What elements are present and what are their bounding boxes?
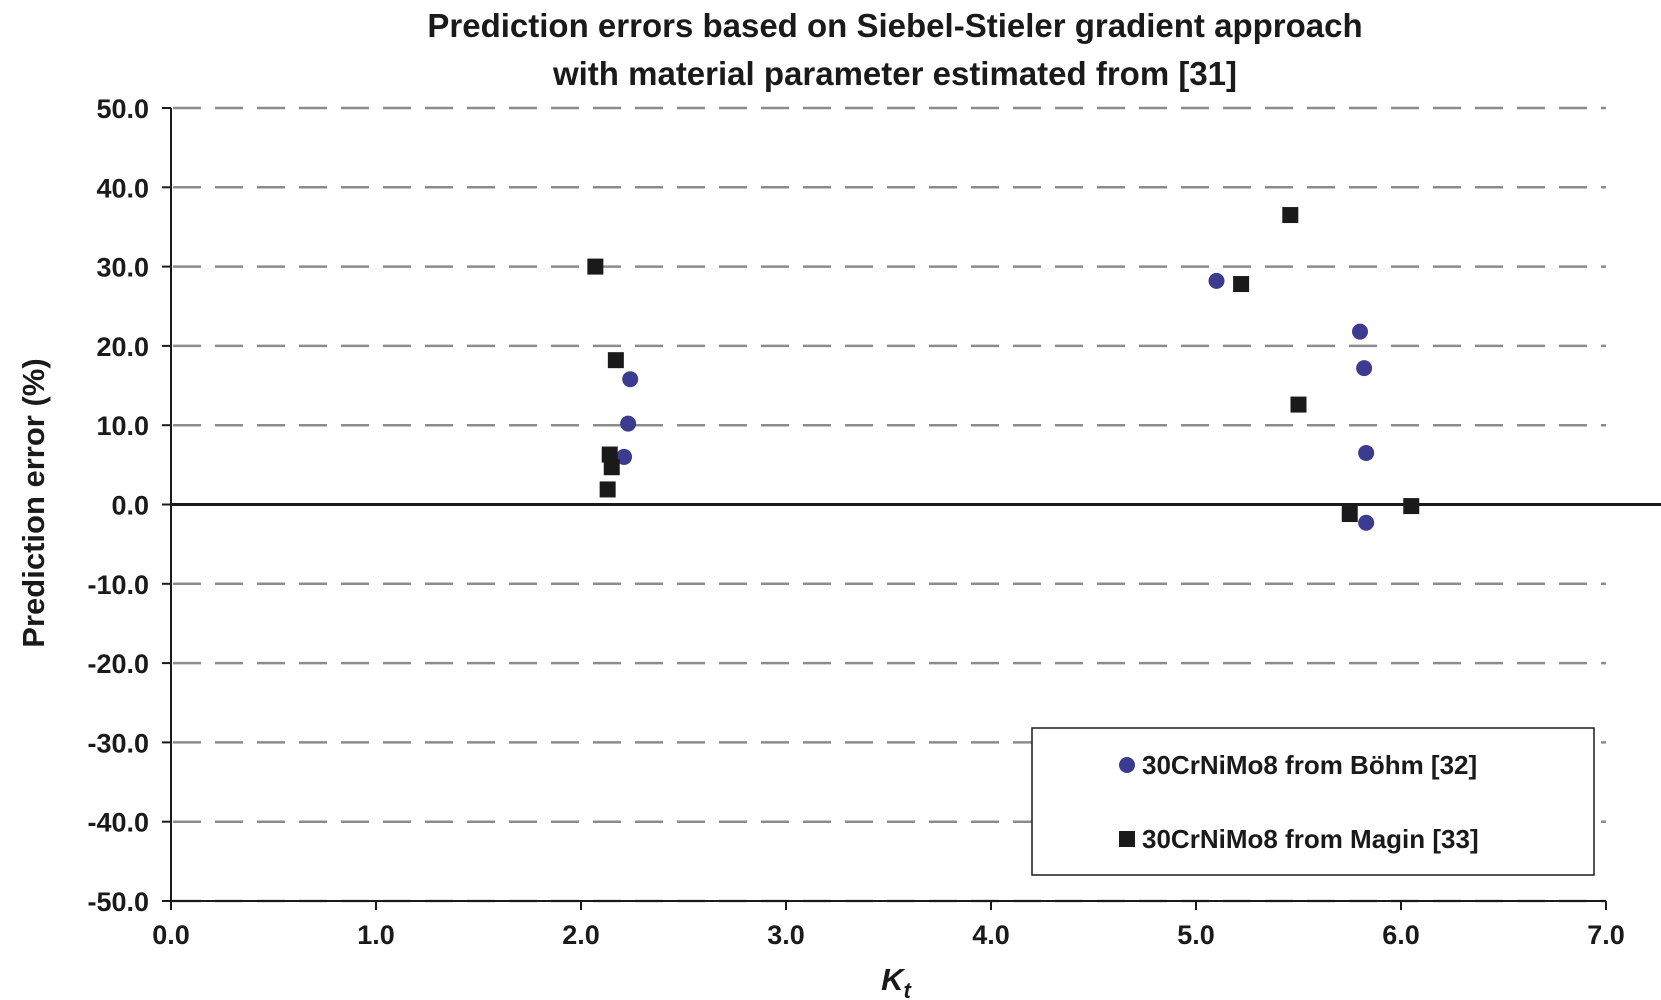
x-axis-label-subscript: t [904, 978, 913, 1000]
legend-marker-series-2 [1119, 831, 1135, 847]
y-tick-label: 30.0 [96, 253, 149, 283]
x-tick-label: 7.0 [1587, 920, 1625, 950]
data-point-series-2 [599, 481, 616, 498]
data-point-series-1 [1352, 323, 1368, 340]
data-point-series-2 [1403, 498, 1420, 515]
data-point-series-1 [622, 371, 639, 388]
x-tick-label: 1.0 [357, 920, 395, 950]
x-tick-label: 4.0 [972, 920, 1010, 950]
x-tick-label: 6.0 [1382, 920, 1420, 950]
chart-subtitle: with material parameter estimated from [… [552, 55, 1237, 92]
data-point-series-1 [1356, 360, 1373, 377]
data-point-series-2 [1341, 506, 1358, 523]
y-tick-label: 0.0 [111, 491, 149, 521]
y-ticks: 50.0 40.0 30.0 20.0 10.0 0.0 -10.0 -20.0 -30.0 -4… [87, 94, 171, 917]
data-point-series-2 [1282, 207, 1299, 224]
y-tick-label: 40.0 [96, 173, 149, 203]
x-tick-label: 2.0 [562, 920, 600, 950]
legend-label-series-2: 30CrNiMo8 from Magin [33] [1142, 824, 1479, 854]
x-axis-label: Kt [881, 962, 912, 1000]
y-tick-label: -40.0 [87, 808, 149, 838]
data-point-series-2 [1290, 396, 1307, 413]
y-tick-label: 20.0 [96, 332, 149, 362]
x-ticks: 0.0 1.0 2.0 3.0 4.0 5.0 6.0 7.0 [152, 901, 1625, 950]
y-axis-label: Prediction error (%) [16, 358, 51, 647]
data-point-series-1 [616, 448, 633, 465]
y-tick-label: -20.0 [87, 649, 149, 679]
y-tick-label: -30.0 [87, 728, 149, 758]
x-tick-label: 0.0 [152, 920, 190, 950]
data-point-series-2 [603, 459, 620, 476]
y-tick-label: -10.0 [87, 570, 149, 600]
y-tick-label: -50.0 [87, 887, 149, 917]
chart-title: Prediction errors based on Siebel-Stiele… [427, 7, 1362, 44]
data-point-series-2 [587, 258, 604, 275]
legend-box [1031, 727, 1595, 876]
data-point-series-1 [1208, 272, 1225, 289]
data-point-series-2 [601, 446, 618, 463]
data-point-series-2 [1233, 276, 1250, 293]
data-point-series-2 [607, 352, 624, 369]
data-points [587, 207, 1420, 531]
y-tick-label: 50.0 [96, 94, 149, 124]
data-point-series-1 [620, 415, 637, 432]
data-point-series-1 [1358, 444, 1375, 461]
legend: 30CrNiMo8 from Böhm [32] 30CrNiMo8 from … [1031, 727, 1595, 876]
legend-label-series-1: 30CrNiMo8 from Böhm [32] [1142, 750, 1477, 780]
x-axis-label-main: K [881, 962, 906, 997]
legend-marker-series-1 [1119, 757, 1135, 773]
y-tick-label: 10.0 [96, 411, 149, 441]
x-tick-label: 3.0 [767, 920, 805, 950]
x-tick-label: 5.0 [1177, 920, 1215, 950]
data-point-series-1 [1358, 514, 1375, 531]
